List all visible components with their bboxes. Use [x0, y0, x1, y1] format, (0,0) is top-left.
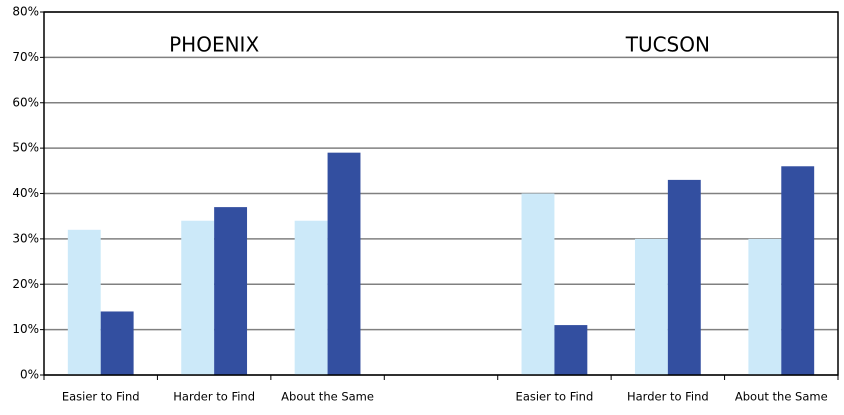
y-tick-label: 70%	[12, 50, 39, 64]
x-tick-label: Easier to Find	[516, 390, 594, 404]
bar	[100, 311, 134, 375]
bar	[781, 166, 815, 375]
bar	[67, 229, 101, 375]
y-tick-label: 50%	[12, 141, 39, 155]
bar	[748, 238, 782, 375]
bar	[634, 238, 668, 375]
bar	[181, 220, 215, 375]
bar	[667, 179, 701, 375]
y-tick-label: 30%	[12, 231, 39, 245]
x-tick-label: About the Same	[735, 390, 828, 404]
bar	[554, 325, 588, 375]
annotation: TUCSON	[625, 33, 710, 57]
y-tick-label: 40%	[12, 186, 39, 200]
x-tick-label: About the Same	[281, 390, 374, 404]
x-tick-label: Harder to Find	[627, 390, 709, 404]
y-tick-label: 0%	[20, 368, 39, 382]
bar	[327, 152, 361, 375]
plot-border	[43, 11, 839, 376]
x-tick-label: Harder to Find	[173, 390, 255, 404]
y-tick-label: 20%	[12, 277, 39, 291]
y-tick-label: 80%	[12, 5, 39, 19]
x-tick-label: Easier to Find	[62, 390, 140, 404]
bar	[294, 220, 328, 375]
y-tick-label: 10%	[12, 322, 39, 336]
y-tick-label: 60%	[12, 95, 39, 109]
bar	[214, 207, 248, 375]
annotation: PHOENIX	[169, 33, 259, 57]
bar	[521, 193, 555, 375]
